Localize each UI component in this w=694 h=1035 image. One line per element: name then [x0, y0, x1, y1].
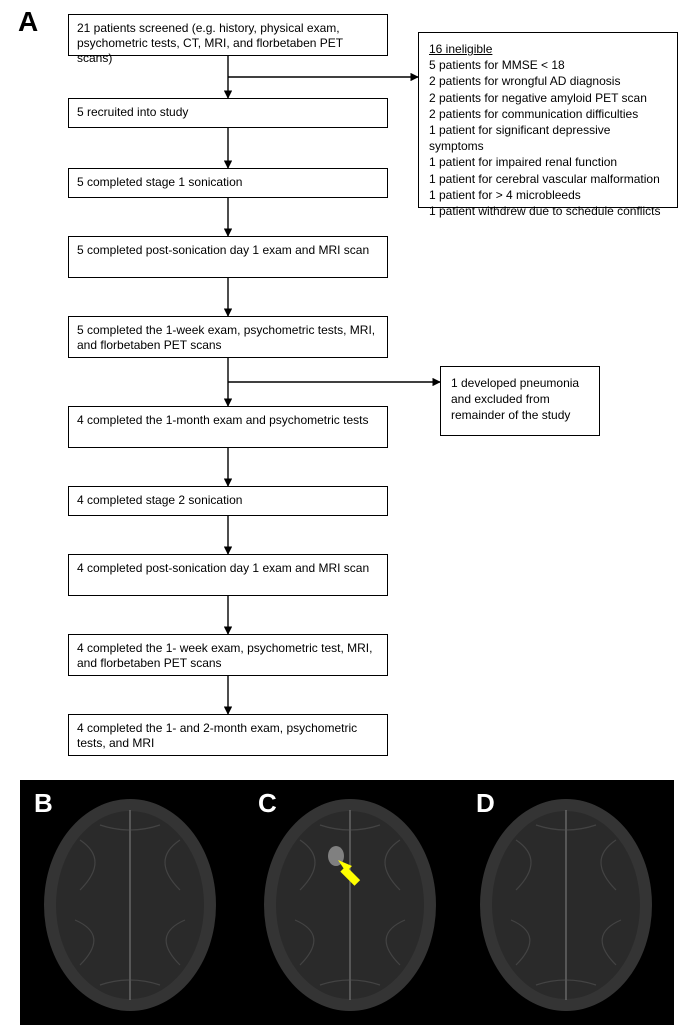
ineligible-title: 16 ineligible	[429, 41, 667, 57]
brain-c	[264, 799, 436, 1011]
brain-b	[44, 799, 216, 1011]
ineligible-line-2: 2 patients for negative amyloid PET scan	[429, 90, 667, 106]
ineligible-line-7: 1 patient for > 4 microbleeds	[429, 187, 667, 203]
mri-svg	[20, 780, 674, 1025]
ineligible-line-1: 2 patients for wrongful AD diagnosis	[429, 73, 667, 89]
ineligible-line-5: 1 patient for impaired renal function	[429, 154, 667, 170]
ineligible-line-8: 1 patient withdrew due to schedule confl…	[429, 203, 667, 219]
figure-root: A 21 patients screened (e.g. history, ph…	[0, 0, 694, 1035]
flow-box-n3: 5 completed stage 1 sonication	[68, 168, 388, 198]
ineligible-line-0: 5 patients for MMSE < 18	[429, 57, 667, 73]
ineligible-line-6: 1 patient for cerebral vascular malforma…	[429, 171, 667, 187]
flow-sidebox-exclusion: 1 developed pneumonia and excluded from …	[440, 366, 600, 436]
flow-box-n5: 5 completed the 1-week exam, psychometri…	[68, 316, 388, 358]
brain-d	[480, 799, 652, 1011]
flow-box-n7: 4 completed stage 2 sonication	[68, 486, 388, 516]
panel-label-a: A	[18, 6, 38, 38]
flow-box-n9: 4 completed the 1- week exam, psychometr…	[68, 634, 388, 676]
flow-box-n2: 5 recruited into study	[68, 98, 388, 128]
exclusion-line-0: 1 developed pneumonia and excluded from …	[451, 375, 589, 424]
flow-box-n4: 5 completed post-sonication day 1 exam a…	[68, 236, 388, 278]
ineligible-line-3: 2 patients for communication difficultie…	[429, 106, 667, 122]
flow-box-n1: 21 patients screened (e.g. history, phys…	[68, 14, 388, 56]
flow-box-n8: 4 completed post-sonication day 1 exam a…	[68, 554, 388, 596]
flow-box-n6: 4 completed the 1-month exam and psychom…	[68, 406, 388, 448]
mri-panel: B C D	[20, 780, 674, 1025]
flow-sidebox-ineligible: 16 ineligible 5 patients for MMSE < 18 2…	[418, 32, 678, 208]
ineligible-line-4: 1 patient for significant depressive sym…	[429, 122, 667, 154]
flow-box-n10: 4 completed the 1- and 2-month exam, psy…	[68, 714, 388, 756]
